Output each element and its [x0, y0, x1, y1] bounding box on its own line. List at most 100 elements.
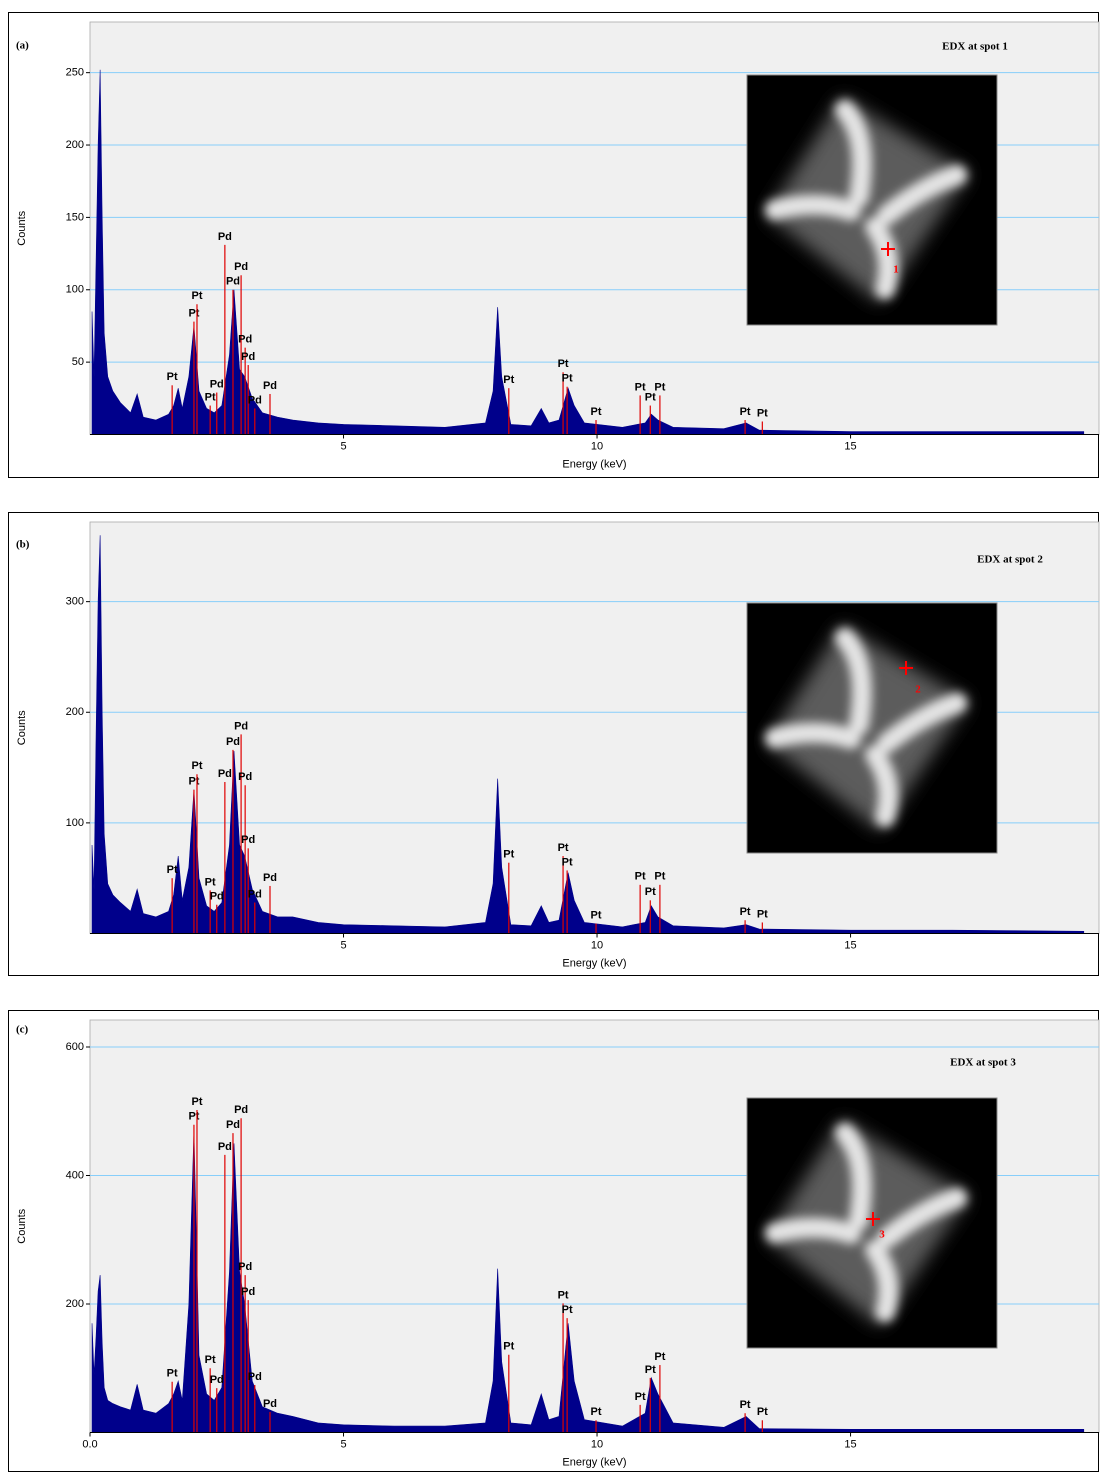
peak-label: Pt	[645, 1364, 656, 1376]
peak-label: Pt	[740, 906, 751, 918]
peak-label: Pt	[167, 371, 178, 383]
peak-label: Pt	[635, 381, 646, 393]
peak-label: Pt	[635, 871, 646, 883]
y-axis-label: Counts	[16, 210, 28, 245]
peak-label: Pd	[263, 380, 277, 392]
peak-label: Pd	[238, 1261, 252, 1273]
x-tick-label: 10	[591, 1438, 603, 1450]
panel-label: (b)	[16, 539, 30, 551]
peak-label: Pd	[234, 1104, 248, 1116]
peak-label: Pt	[205, 876, 216, 888]
peak-label: Pt	[654, 1351, 665, 1363]
peak-label: Pd	[218, 231, 232, 243]
peak-label: Pd	[248, 1371, 262, 1383]
peak-label: Pt	[645, 886, 656, 898]
peak-label: Pd	[238, 334, 252, 346]
panel-label: (a)	[16, 40, 29, 52]
x-axis-label: Energy (keV)	[562, 458, 626, 470]
peak-label: Pt	[757, 908, 768, 920]
peak-label: Pt	[562, 1304, 573, 1316]
x-tick-label: 15	[844, 1438, 856, 1450]
peak-label: Pt	[188, 776, 199, 788]
peak-label: Pt	[191, 290, 202, 302]
peak-label: Pt	[654, 381, 665, 393]
spot-number: 1	[893, 264, 899, 276]
peak-label: Pt	[645, 391, 656, 403]
peak-label: Pd	[238, 771, 252, 783]
peak-label: Pt	[654, 871, 665, 883]
peak-label: Pt	[558, 842, 569, 854]
peak-label: Pt	[740, 406, 751, 418]
spot-number: 2	[915, 684, 921, 696]
y-tick-label: 300	[66, 596, 84, 608]
peak-label: Pt	[188, 1111, 199, 1123]
peak-label: Pt	[503, 849, 514, 861]
peak-label: Pd	[241, 834, 255, 846]
y-tick-label: 150	[66, 211, 84, 223]
peak-label: Pt	[191, 760, 202, 772]
x-tick-label: 5	[340, 1438, 346, 1450]
y-axis-label: Counts	[16, 710, 28, 745]
peak-label: Pt	[205, 1354, 216, 1366]
x-tick-label: 10	[591, 440, 603, 452]
y-tick-label: 200	[66, 1298, 84, 1310]
peak-label: Pt	[503, 374, 514, 386]
x-tick-label: 15	[844, 939, 856, 951]
peak-label: Pd	[234, 261, 248, 273]
inset-image	[747, 75, 997, 325]
peak-label: Pd	[218, 1141, 232, 1153]
peak-label: Pt	[558, 358, 569, 370]
peak-label: Pt	[757, 1406, 768, 1418]
peak-label: Pt	[167, 864, 178, 876]
spot-number: 3	[879, 1229, 885, 1241]
peak-label: Pd	[248, 394, 262, 406]
peak-label: Pt	[167, 1368, 178, 1380]
peak-label: Pt	[205, 391, 216, 403]
peak-label: Pt	[591, 406, 602, 418]
peak-label: Pt	[191, 1096, 202, 1108]
panel: 100200300PtPtPtPtPdPdPdPdPdPdPdPdPtPtPtP…	[8, 512, 1100, 976]
y-tick-label: 250	[66, 67, 84, 79]
peak-label: Pd	[226, 736, 240, 748]
peak-label: Pt	[558, 1289, 569, 1301]
panel: 200400600PtPtPtPtPdPdPdPdPdPdPdPdPtPtPtP…	[8, 1010, 1100, 1472]
inset-title: EDX at spot 1	[942, 41, 1008, 53]
x-tick-label: 15	[844, 440, 856, 452]
x-tick-label: 10	[591, 939, 603, 951]
peak-label: Pd	[226, 276, 240, 288]
peak-label: Pt	[562, 856, 573, 868]
peak-label: Pt	[591, 909, 602, 921]
peak-label: Pt	[740, 1399, 751, 1411]
x-tick-label: 5	[340, 939, 346, 951]
peak-label: Pt	[757, 407, 768, 419]
peak-label: Pd	[218, 768, 232, 780]
peak-label: Pt	[503, 1341, 514, 1353]
inset-image	[747, 603, 997, 853]
y-tick-label: 600	[66, 1041, 84, 1053]
peak-label: Pd	[241, 351, 255, 363]
inset-title: EDX at spot 2	[977, 554, 1043, 566]
peak-label: Pd	[263, 872, 277, 884]
peak-label: Pd	[226, 1119, 240, 1131]
y-tick-label: 200	[66, 706, 84, 718]
peak-label: Pd	[241, 1286, 255, 1298]
x-tick-label: 5	[340, 440, 346, 452]
y-axis-label: Counts	[16, 1208, 28, 1243]
x-axis-label: Energy (keV)	[562, 957, 626, 969]
peak-label: Pt	[635, 1391, 646, 1403]
y-tick-label: 400	[66, 1169, 84, 1181]
peak-label: Pd	[210, 1374, 224, 1386]
y-tick-label: 200	[66, 139, 84, 151]
peak-label: Pd	[263, 1398, 277, 1410]
y-tick-label: 100	[66, 817, 84, 829]
peak-label: Pt	[562, 373, 573, 385]
y-tick-label: 100	[66, 284, 84, 296]
y-tick-label: 50	[72, 356, 84, 368]
x-axis-label: Energy (keV)	[562, 1456, 626, 1468]
panel-label: (c)	[16, 1024, 29, 1036]
x-tick-label: 0.0	[82, 1438, 97, 1450]
